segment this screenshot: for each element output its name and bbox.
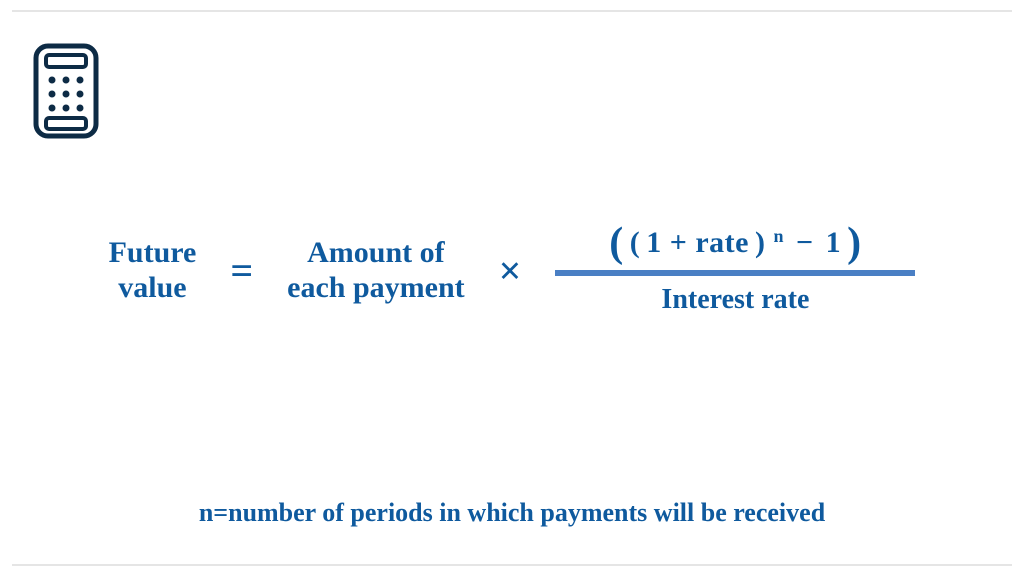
fraction: ( ( 1 + rate ) n − 1 ) Interest rate (555, 225, 915, 316)
minus-operator: − (796, 226, 814, 260)
equals-operator: = (230, 247, 253, 294)
exponent-n: n (773, 226, 784, 247)
amount-line2: each payment (287, 271, 464, 306)
numerator: ( ( 1 + rate ) n − 1 ) (609, 225, 861, 260)
times-operator: × (499, 247, 522, 294)
top-rule (12, 10, 1012, 12)
future-value-line1: Future (109, 236, 197, 271)
future-value-term: Future value (109, 236, 197, 305)
bottom-rule (12, 564, 1012, 566)
one-literal: 1 (826, 226, 842, 260)
amount-line1: Amount of (287, 236, 464, 271)
future-value-line2: value (109, 271, 197, 306)
formula-row: Future value = Amount of each payment × … (0, 225, 1024, 316)
amount-term: Amount of each payment (287, 236, 464, 305)
calculator-icon (32, 42, 100, 140)
inner-close-paren: ) (755, 226, 766, 260)
base-expression: 1 + rate (646, 226, 749, 260)
fraction-line (555, 270, 915, 276)
denominator: Interest rate (661, 284, 809, 316)
footnote: n=number of periods in which payments wi… (0, 498, 1024, 528)
outer-open-paren: ( (609, 229, 624, 258)
outer-close-paren: ) (847, 229, 862, 258)
inner-open-paren: ( (630, 226, 641, 260)
